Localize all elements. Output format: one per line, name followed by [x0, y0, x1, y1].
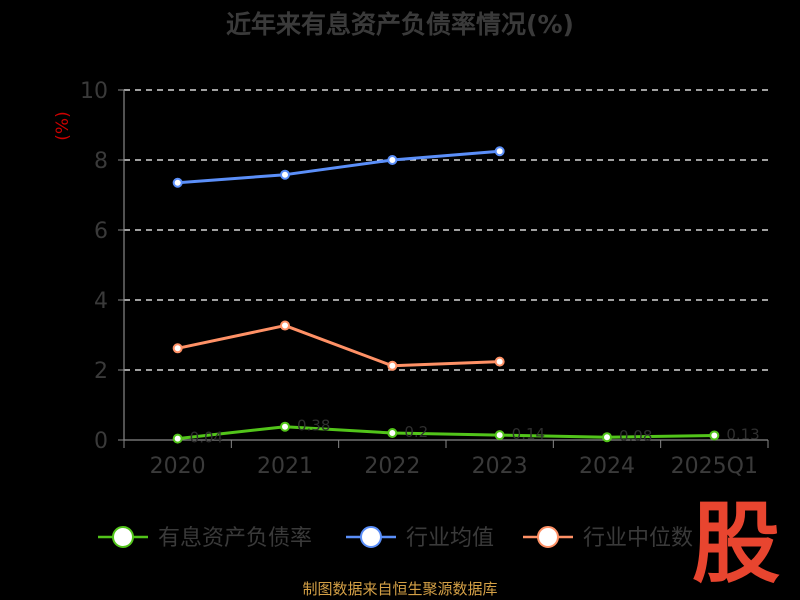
legend-label: 行业均值	[406, 526, 494, 551]
data-point[interactable]	[280, 169, 290, 180]
x-tick-label: 2025Q1	[671, 454, 758, 479]
y-tick-label: 2	[94, 359, 108, 384]
data-point[interactable]	[387, 428, 398, 438]
data-label: 0.2	[404, 423, 428, 441]
legend-marker	[537, 526, 559, 548]
data-label: 0.13	[726, 425, 759, 443]
series-line	[177, 425, 715, 441]
series-2	[172, 320, 505, 371]
y-tick-label: 10	[80, 79, 108, 104]
series-0: 0.04 0.38 0.2 0.14 0.08 0.13	[172, 417, 760, 447]
axes: 0 2 4 6 8 10 2020 2021 2022 2023 2024 2025Q1	[80, 79, 769, 479]
stock-stamp-logo: 股	[691, 492, 780, 595]
data-source-note: 制图数据来自恒生聚源数据库	[302, 580, 498, 598]
legend-item-0[interactable]: 有息资产负债率	[98, 526, 312, 551]
data-label: 0.38	[297, 417, 330, 435]
x-tick-label: 2021	[257, 454, 313, 479]
data-point[interactable]	[172, 433, 183, 444]
data-point[interactable]	[494, 430, 505, 441]
series-line	[177, 324, 500, 368]
data-label: 0.04	[190, 429, 223, 447]
data-point[interactable]	[387, 155, 398, 165]
y-axis-unit-label: (%)	[53, 111, 73, 140]
data-label: 0.08	[619, 427, 652, 445]
y-tick-label: 8	[94, 149, 108, 174]
series-layer: 0.04 0.38 0.2 0.14 0.08 0.13	[172, 146, 760, 447]
data-point[interactable]	[280, 421, 290, 432]
data-point[interactable]	[172, 177, 183, 188]
data-point[interactable]	[709, 430, 720, 441]
y-tick-label: 4	[94, 289, 108, 314]
series-1	[172, 146, 505, 188]
data-point[interactable]	[172, 343, 183, 354]
legend: 有息资产负债率 行业均值 行业中位数	[98, 526, 693, 551]
data-point[interactable]	[280, 320, 290, 331]
x-tick-label: 2020	[150, 454, 206, 479]
series-line	[177, 149, 500, 185]
legend-item-1[interactable]: 行业均值	[346, 526, 494, 551]
x-tick-label: 2022	[364, 454, 420, 479]
chart-title: 近年来有息资产负债率情况(%)	[226, 10, 574, 39]
x-tick-label: 2024	[579, 454, 635, 479]
legend-marker	[360, 526, 382, 548]
grid-lines	[124, 89, 768, 371]
legend-label: 有息资产负债率	[158, 526, 312, 551]
legend-marker	[112, 526, 134, 548]
x-tick-label: 2023	[472, 454, 528, 479]
data-point[interactable]	[494, 146, 505, 157]
legend-label: 行业中位数	[583, 526, 693, 551]
y-tick-label: 0	[94, 429, 108, 454]
y-tick-label: 6	[94, 219, 108, 244]
data-point[interactable]	[387, 360, 398, 371]
data-point[interactable]	[602, 432, 612, 443]
data-point[interactable]	[494, 356, 505, 367]
data-label: 0.14	[512, 425, 545, 443]
legend-item-2[interactable]: 行业中位数	[523, 526, 693, 551]
